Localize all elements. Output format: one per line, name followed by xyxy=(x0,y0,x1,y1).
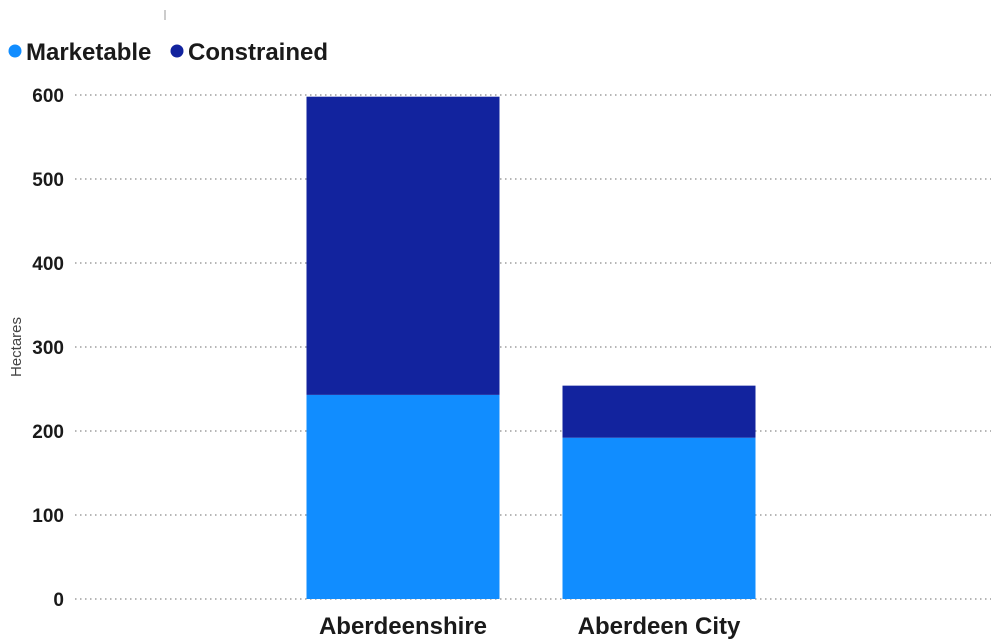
legend-marker-constrained xyxy=(170,44,184,58)
x-category-label-1: Aberdeen City xyxy=(578,613,741,640)
bar-marketable-1 xyxy=(562,437,756,599)
bar-marketable-0 xyxy=(306,394,500,599)
bar-constrained-0 xyxy=(306,96,500,395)
y-tick-label-200: 200 xyxy=(32,422,64,443)
y-tick-label-400: 400 xyxy=(32,254,64,275)
x-axis-categories: Aberdeenshire Aberdeen City xyxy=(319,613,741,640)
bars xyxy=(306,96,756,599)
y-tick-label-100: 100 xyxy=(32,506,64,527)
y-tick-label-0: 0 xyxy=(53,590,64,611)
legend-label-constrained: Constrained xyxy=(188,39,328,66)
legend-marker-marketable xyxy=(8,44,22,58)
gridlines xyxy=(75,94,991,600)
y-axis-label: Hectares xyxy=(8,317,25,377)
y-tick-label-500: 500 xyxy=(32,170,64,191)
y-tick-label-300: 300 xyxy=(32,338,64,359)
legend: Marketable Constrained xyxy=(8,39,328,66)
legend-label-marketable: Marketable xyxy=(26,39,151,66)
x-category-label-0: Aberdeenshire xyxy=(319,613,487,640)
y-axis-ticks: 0 100 200 300 400 500 600 xyxy=(32,86,64,611)
bar-constrained-1 xyxy=(562,385,756,438)
y-tick-label-600: 600 xyxy=(32,86,64,107)
